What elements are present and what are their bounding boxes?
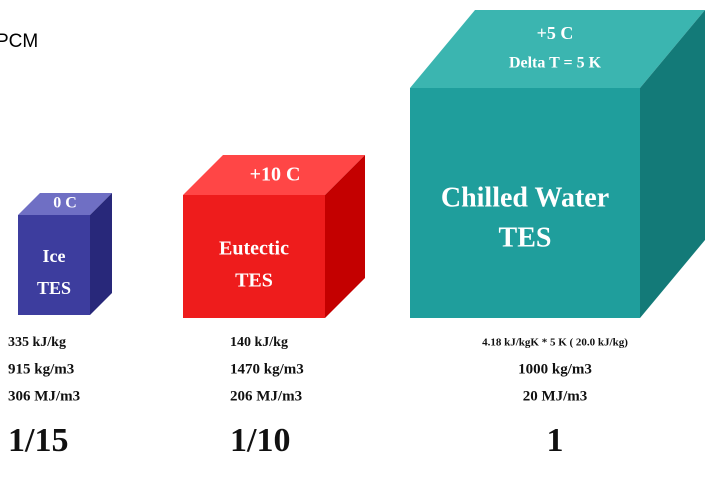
cube-top-label: +10 C [250, 164, 301, 186]
cube-top [183, 155, 365, 195]
stat-line: 4.18 kJ/kgK * 5 K ( 20.0 kJ/kg) [482, 337, 628, 349]
cube-top-label: Delta T = 5 K [509, 55, 602, 72]
cube-top-label: +5 C [537, 23, 574, 43]
cube-front [18, 215, 90, 315]
stat-line: 306 MJ/m3 [8, 388, 80, 404]
cube-top [18, 193, 112, 215]
cube-top-label: 0 C [53, 195, 77, 212]
cube-face-label: TES [37, 278, 71, 298]
cube-side [325, 155, 365, 318]
stat-line: 20 MJ/m3 [523, 388, 588, 404]
stat-line: 1470 kg/m3 [230, 361, 304, 377]
stat-line: 206 MJ/m3 [230, 388, 302, 404]
stat-line: 140 kJ/kg [230, 335, 288, 350]
ratio-label: 1/10 [230, 422, 290, 459]
ratio-label: 1 [547, 422, 564, 459]
cube-side [90, 193, 112, 315]
ratio-label: 1/15 [8, 422, 68, 459]
cube-face-label: TES [235, 270, 273, 292]
stat-line: 915 kg/m3 [8, 361, 74, 377]
cube-top [410, 10, 705, 88]
stat-line: 335 kJ/kg [8, 335, 66, 350]
cube-front [410, 88, 640, 318]
cube-front [183, 195, 325, 318]
cube-face-label: Eutectic [219, 238, 289, 260]
cube-side [640, 10, 705, 318]
header-label: PCM [0, 31, 38, 52]
stat-line: 1000 kg/m3 [518, 361, 592, 377]
cube-face-label: Chilled Water [441, 182, 609, 213]
cube-face-label: Ice [43, 246, 66, 266]
cube-face-label: TES [499, 222, 552, 253]
